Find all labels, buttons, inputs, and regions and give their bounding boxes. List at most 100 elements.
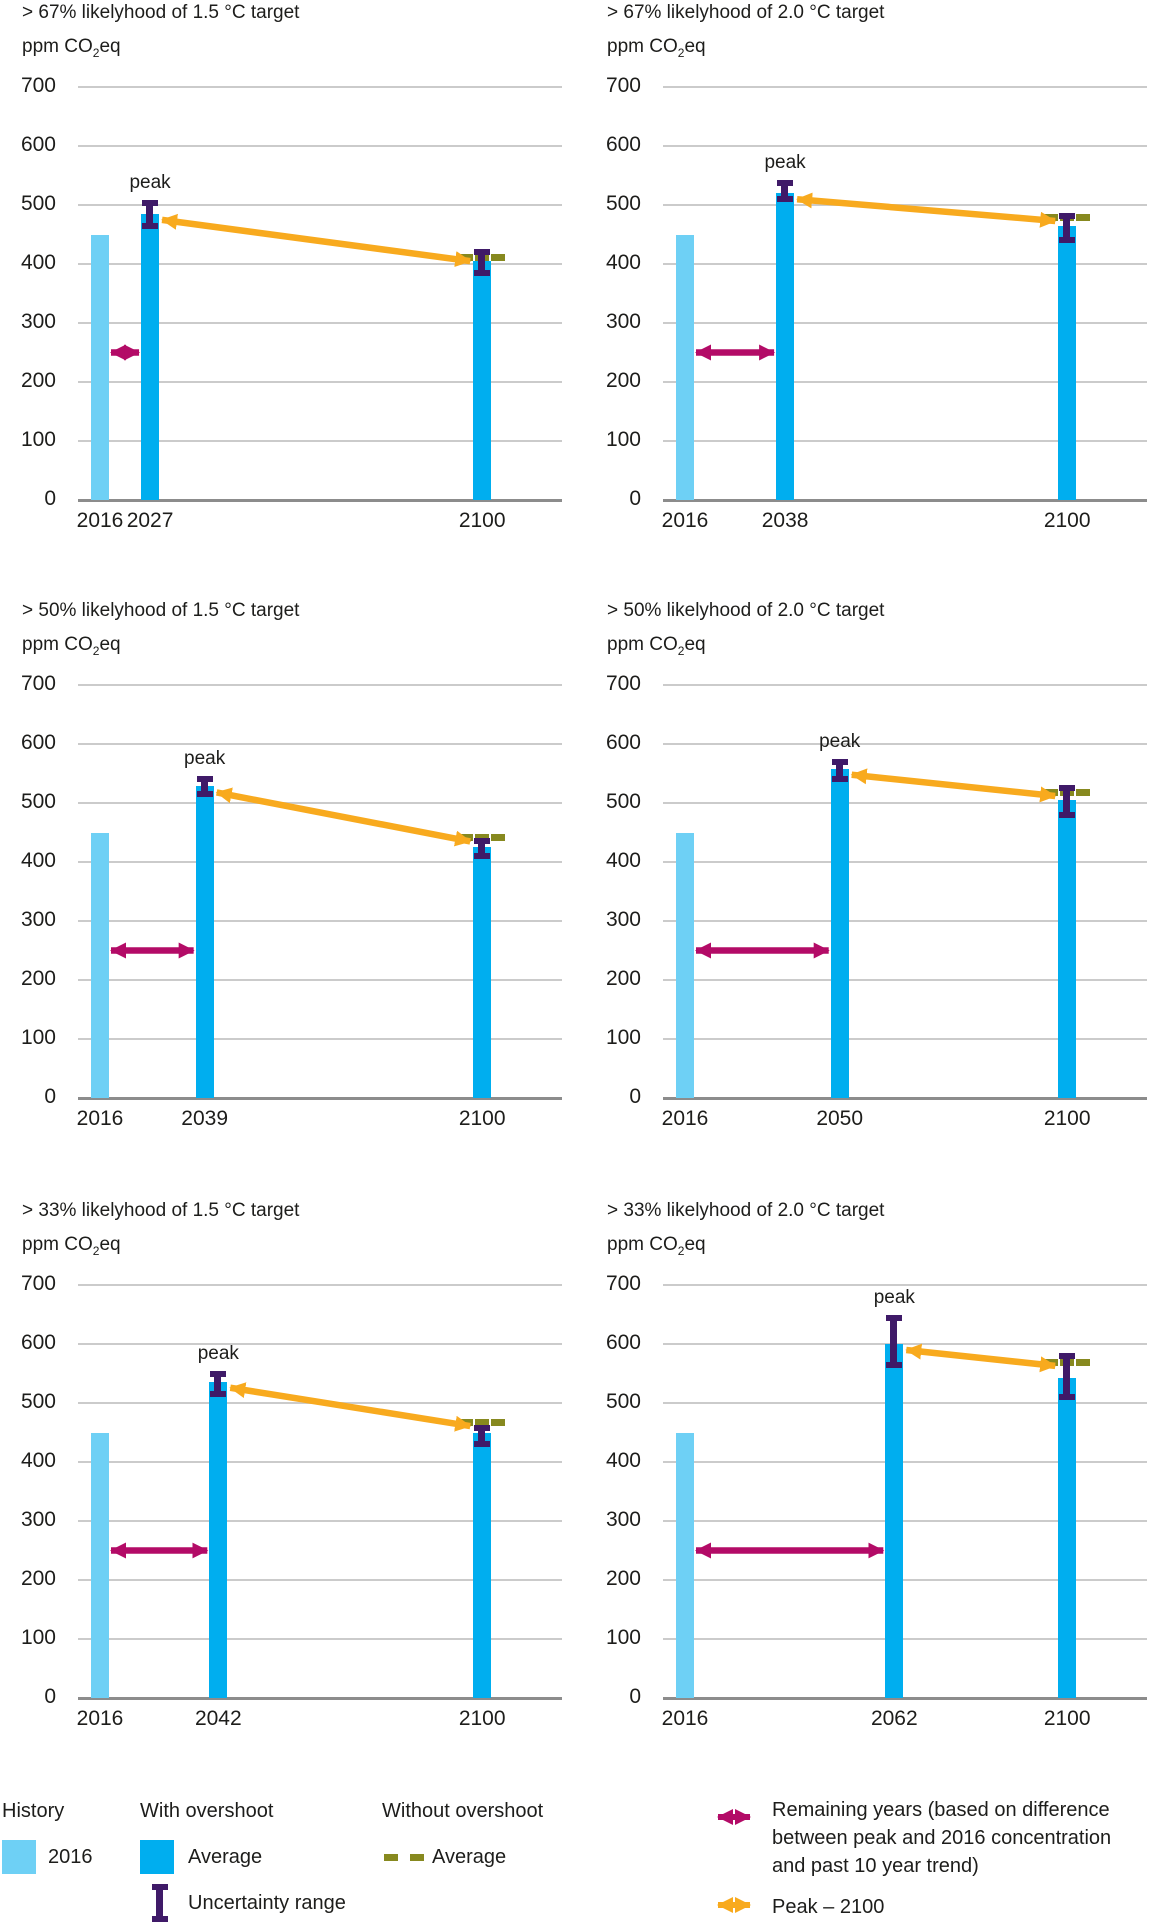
y-axis-label-prefix: ppm CO (22, 36, 93, 57)
legend-remaining-years-label: Remaining years (based on difference bet… (772, 1799, 1112, 1877)
legend-peak-2100-label: Peak – 2100 (772, 1896, 885, 1918)
y-axis-label-sub: 2 (677, 643, 685, 658)
gridline (78, 204, 562, 206)
gridline (78, 1038, 562, 1040)
y-tick-label: 700 (20, 74, 56, 97)
gridline (78, 684, 562, 686)
y-tick-label: 400 (20, 1449, 56, 1472)
peak-2100-arrow (850, 768, 1057, 803)
average-swatch (140, 1840, 174, 1874)
y-axis-label-prefix: ppm CO (607, 634, 678, 655)
y-axis-label-suffix: eq (684, 36, 706, 57)
gridline (663, 1038, 1147, 1040)
without-overshoot-average-icon (384, 1854, 424, 1861)
gridline (663, 1461, 1147, 1463)
x-tick-label: 2100 (1043, 1107, 1091, 1130)
gridline (78, 498, 562, 502)
bar-peak (209, 1381, 228, 1698)
gridline (78, 979, 562, 981)
y-tick-label: 500 (20, 790, 56, 813)
uncertainty-range-peak (210, 1370, 227, 1398)
y-tick-label: 400 (20, 251, 56, 274)
y-tick-label: 0 (44, 1685, 56, 1708)
gridline (663, 1579, 1147, 1581)
gridline (663, 979, 1147, 981)
uncertainty-range-2100 (474, 1425, 491, 1448)
bar-peak (141, 213, 160, 500)
y-axis-label: ppm CO2eq (607, 1234, 706, 1258)
bar-2016-history (91, 234, 109, 500)
y-tick-label: 200 (605, 369, 641, 392)
y-tick-label: 700 (605, 672, 641, 695)
x-tick-label: 2039 (181, 1107, 228, 1130)
peak-label: peak (873, 1286, 915, 1308)
y-tick-label: 600 (20, 133, 56, 156)
y-tick-label: 400 (605, 1449, 641, 1472)
uncertainty-range-2100 (1059, 1352, 1076, 1401)
uncertainty-range-peak (831, 758, 848, 783)
x-tick-label: 2100 (458, 509, 506, 532)
bar-2016-history (676, 832, 694, 1098)
remaining-years-arrow (110, 1542, 209, 1559)
legend-with-overshoot-header: With overshoot (140, 1800, 274, 1822)
uncertainty-range-2100 (474, 838, 491, 860)
legend-history-header: History (2, 1800, 65, 1822)
remaining-years-arrow (695, 942, 830, 959)
panel-title: > 50% likelyhood of 1.5 °C target (22, 600, 300, 621)
y-tick-label: 0 (629, 1685, 641, 1708)
y-tick-label: 600 (20, 1331, 56, 1354)
gridline (663, 684, 1147, 686)
y-tick-label: 300 (20, 1508, 56, 1531)
gridline (78, 86, 562, 88)
y-axis-label-suffix: eq (684, 1234, 706, 1255)
y-tick-label: 100 (605, 1026, 641, 1049)
gridline (663, 1638, 1147, 1640)
bar-peak (195, 786, 214, 1098)
gridline (663, 440, 1147, 442)
y-tick-label: 300 (605, 310, 641, 333)
gridline (663, 1284, 1147, 1286)
peak-2100-arrow (796, 192, 1057, 228)
y-axis-label-sub: 2 (92, 45, 100, 60)
gridline (663, 920, 1147, 922)
peak-label: peak (764, 152, 806, 174)
gridline (663, 802, 1147, 804)
y-axis-label-sub: 2 (677, 45, 685, 60)
y-tick-label: 500 (605, 192, 641, 215)
y-tick-label: 200 (605, 1567, 641, 1590)
chart-panel-3: > 50% likelyhood of 1.5 °C target ppm CO2… (0, 598, 585, 1196)
gridline (78, 381, 562, 383)
remaining-years-arrow (695, 1542, 885, 1559)
y-axis-label-suffix: eq (99, 36, 121, 57)
x-tick-label: 2100 (458, 1107, 506, 1130)
y-axis-label-suffix: eq (684, 634, 706, 655)
gridline (78, 1696, 562, 1700)
gridline (78, 920, 562, 922)
y-tick-label: 100 (20, 428, 56, 451)
legend-history-2016-label: 2016 (48, 1846, 93, 1868)
x-tick-label: 2016 (76, 1107, 124, 1130)
y-axis-label: ppm CO2eq (607, 36, 706, 60)
gridline (663, 743, 1147, 745)
y-tick-label: 0 (629, 1085, 641, 1108)
gridline (663, 498, 1147, 502)
gridline (663, 1520, 1147, 1522)
x-tick-label: 2016 (661, 509, 709, 532)
x-tick-label: 2062 (870, 1707, 918, 1730)
y-tick-label: 300 (20, 908, 56, 931)
y-tick-label: 200 (20, 967, 56, 990)
uncertainty-range-peak (142, 200, 159, 229)
gridline (78, 440, 562, 442)
y-tick-label: 100 (20, 1626, 56, 1649)
x-tick-label: 2027 (126, 509, 174, 532)
y-axis-label: ppm CO2eq (22, 634, 121, 658)
y-tick-label: 300 (605, 1508, 641, 1531)
gridline (663, 86, 1147, 88)
peak-2100-arrow (229, 1382, 472, 1432)
y-tick-label: 600 (605, 1331, 641, 1354)
chart-panel-5: > 33% likelyhood of 1.5 °C target ppm CO2… (0, 1198, 585, 1796)
gridline (663, 381, 1147, 383)
uncertainty-range-peak (196, 776, 213, 798)
panel-title: > 67% likelyhood of 2.0 °C target (607, 2, 885, 23)
